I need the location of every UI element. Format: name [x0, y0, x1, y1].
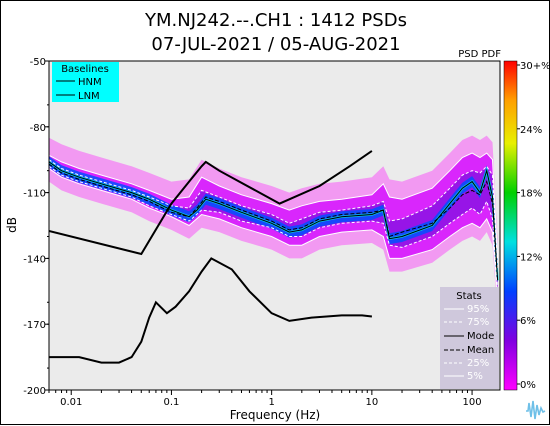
chart-title-line1: YM.NJ242.--.CH1 : 1412 PSDs	[144, 10, 407, 31]
colorbar-tick-label: 12%	[520, 252, 542, 263]
legend-entry-p95: 95%	[467, 304, 489, 315]
density-band-core	[49, 156, 498, 286]
x-tick-label: 1	[268, 397, 274, 408]
stats-legend: Stats 95% 75% Mode Mean 25% 5%	[440, 287, 499, 389]
baselines-legend: Baselines HNM LNM	[52, 62, 119, 102]
x-axis: 0.01 0.1 1 10 100	[48, 390, 482, 408]
colorbar-tick-label: 24%	[520, 125, 542, 136]
y-tick-label: -170	[23, 320, 46, 331]
stat-line-p25	[49, 165, 499, 292]
x-tick-label: 100	[463, 397, 482, 408]
x-tick-label: 0.01	[60, 397, 82, 408]
legend-entry-mean: Mean	[467, 345, 494, 356]
chart-title-line2: 07-JUL-2021 / 05-AUG-2021	[151, 34, 400, 55]
y-tick-label: -80	[30, 123, 46, 134]
legend-entry-hnm: HNM	[78, 77, 102, 88]
x-axis-label: Frequency (Hz)	[230, 408, 321, 422]
x-tick-label: 10	[365, 397, 378, 408]
y-axis: -50 -80 -110 -140 -170 -200	[23, 57, 49, 397]
baseline-hnm	[49, 150, 373, 256]
y-tick-label: -200	[23, 386, 46, 397]
legend-entry-mode: Mode	[467, 331, 494, 342]
colorbar-tick-label: 18%	[520, 189, 542, 200]
baseline-lnm	[49, 257, 373, 364]
stat-line-mean	[49, 163, 499, 281]
legend-entry-p25: 25%	[467, 358, 489, 369]
lines-layer	[49, 150, 499, 364]
baselines-legend-title: Baselines	[61, 64, 109, 75]
colorbar	[503, 60, 518, 391]
y-axis-label: dB	[5, 217, 19, 233]
legend-entry-p75: 75%	[467, 317, 489, 328]
plot-border	[48, 60, 501, 391]
y-tick-label: -140	[23, 254, 46, 265]
stat-line-p5	[49, 168, 499, 303]
waveform-logo-icon	[526, 400, 546, 420]
y-tick-label: -110	[23, 189, 46, 200]
colorbar-tick-label: 6%	[520, 316, 536, 327]
colorbar-tick-label: 30+%	[520, 61, 550, 72]
stats-legend-title: Stats	[456, 291, 482, 302]
stat-line-p75	[49, 159, 499, 270]
legend-entry-lnm: LNM	[78, 91, 100, 102]
x-tick-label: 0.1	[163, 397, 179, 408]
colorbar-ticks: 30+% 24% 18% 12% 6% 0%	[517, 61, 550, 391]
legend-entry-p5: 5%	[467, 371, 483, 382]
colorbar-tick-label: 0%	[520, 380, 536, 391]
colorbar-title: PSD PDF	[458, 49, 501, 60]
stat-line-mode	[49, 161, 499, 281]
y-tick-label: -50	[30, 57, 46, 68]
stat-line-p95	[49, 152, 499, 259]
